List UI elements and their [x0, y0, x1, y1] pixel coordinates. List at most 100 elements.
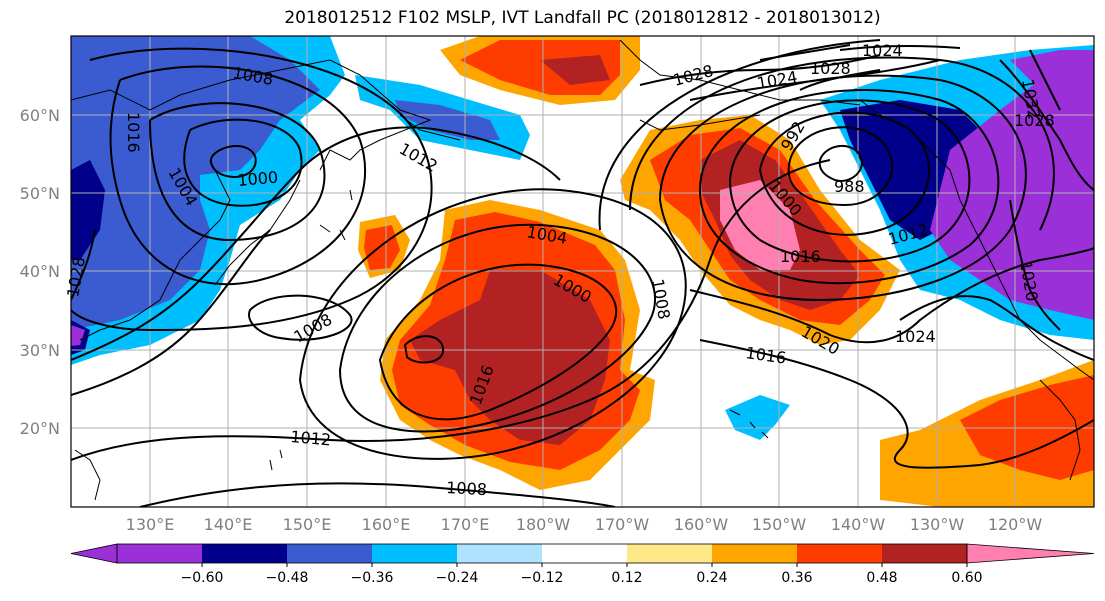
isobar-label: 1012	[290, 427, 332, 449]
isobar-1000-west	[183, 118, 303, 207]
isobar-ne-1020	[1009, 199, 1061, 331]
isobar-1024-ne	[759, 44, 881, 91]
ivt-pos-north-darkred	[540, 55, 610, 85]
isobar-1016-west	[71, 126, 561, 361]
isobar-label: 1028	[810, 59, 851, 78]
isobar-ne-1032	[1029, 49, 1061, 111]
lon-label: 130°E	[126, 515, 175, 534]
isobar-label: 1000	[237, 168, 279, 190]
lat-label: 40°N	[20, 262, 60, 281]
lat-label: 60°N	[20, 106, 60, 125]
lon-label: 150°E	[283, 515, 332, 534]
colorbar-extend-max	[966, 543, 1095, 564]
isobar-988	[818, 145, 863, 182]
colorbar-tick-label: −0.24	[436, 570, 479, 586]
isobar-1004-central	[338, 223, 656, 433]
isobar-1008-sw-loop	[248, 294, 353, 341]
lon-label: 160°E	[362, 515, 411, 534]
colorbar-tick-label: −0.48	[266, 570, 309, 586]
isobar-1028-north	[639, 54, 881, 86]
latitude-labels: 60°N 50°N 40°N 30°N 20°N	[20, 106, 60, 438]
isobar-1008-south	[139, 482, 616, 507]
isobar-1004-low-west	[209, 145, 257, 178]
colorbar-segment	[627, 544, 712, 563]
isobar-1008-central	[298, 188, 687, 460]
isobar-north-top	[839, 44, 961, 51]
map-border	[70, 35, 1095, 508]
isobar-1000-central	[378, 263, 617, 421]
colorbar-tick-label: −0.60	[181, 570, 224, 586]
ivt-pos-ne-pink	[720, 180, 800, 270]
ivt-neg-hawaii	[725, 395, 790, 440]
ivt-neg-east-purple	[930, 60, 1094, 320]
isobar-1020-west	[71, 229, 271, 396]
ivt-neg-mid-blue2	[395, 100, 500, 140]
isobar-1004-west	[149, 102, 326, 242]
isobar-1012-west	[71, 47, 433, 332]
isobar-1012-east	[629, 56, 1055, 231]
colorbar-tick-label: 0.60	[951, 570, 982, 586]
colorbar-tick-label: 0.36	[781, 570, 812, 586]
colorbar-segment	[712, 544, 797, 563]
ivt-neg-west-purple	[71, 325, 85, 346]
isobar-1004-east	[698, 89, 1000, 285]
lat-label: 20°N	[20, 419, 60, 438]
ivt-neg-east-purple-n	[1010, 50, 1094, 110]
isobar-label: 1016	[124, 112, 143, 153]
lon-label: 130°W	[910, 515, 965, 534]
colorbar-segment	[372, 544, 457, 563]
colorbar-segment	[287, 544, 372, 563]
lon-label: 120°W	[988, 515, 1043, 534]
isobar-ne-1028	[999, 59, 1094, 191]
lat-label: 50°N	[20, 184, 60, 203]
colorbar-segment	[542, 544, 627, 563]
colorbar-tick-label: −0.36	[351, 570, 394, 586]
isobar-1020-e	[689, 247, 1094, 344]
ivt-neg-west-navy	[71, 160, 105, 260]
longitude-labels: 130°E 140°E 150°E 160°E 170°E 180°W 170°…	[126, 515, 1043, 534]
isobar-996	[758, 111, 931, 236]
isobar-low-center-loop	[403, 335, 445, 364]
gridlines	[71, 36, 1094, 507]
colorbar-segment	[882, 544, 967, 563]
isobar-label: 1016	[780, 247, 821, 266]
colorbar-segment	[202, 544, 287, 563]
lon-label: 150°W	[752, 515, 807, 534]
isobar-label: 1008	[446, 478, 488, 499]
lon-label: 170°E	[441, 515, 490, 534]
isobar-1028-west	[71, 229, 96, 301]
isobar-label: 1024	[862, 41, 903, 60]
map-title: 2018012512 F102 MSLP, IVT Landfall PC (2…	[284, 8, 881, 28]
colorbar-tick-label: 0.48	[866, 570, 897, 586]
lon-label: 180°W	[516, 515, 571, 534]
colorbar-segment	[457, 544, 542, 563]
ivt-neg-west-blue	[71, 36, 320, 330]
isobar-1024-e	[899, 295, 1094, 361]
isobar-1016-se	[699, 339, 1094, 469]
ivt-pos-central-darkred	[410, 270, 610, 445]
lon-label: 160°W	[674, 515, 729, 534]
isobar-label: 988	[834, 177, 865, 196]
lon-label: 140°E	[204, 515, 253, 534]
isobar-1012-south	[71, 159, 831, 461]
colorbar: −0.60 −0.48 −0.36 −0.24 −0.12 0.12 0.24 0.36 0.4…	[70, 543, 1095, 586]
lon-label: 140°W	[831, 515, 886, 534]
isobar-lines	[71, 39, 1094, 507]
isobar-label: 1028	[1014, 111, 1055, 130]
isobar-1008-west	[109, 65, 366, 286]
isobar-1008-east	[658, 74, 1027, 302]
lat-label: 30°N	[20, 341, 60, 360]
colorbar-segment	[117, 544, 202, 563]
colorbar-segment	[797, 544, 882, 563]
isobar-1016-east	[598, 39, 881, 231]
isobar-992	[787, 126, 894, 207]
ivt-pos-small-red	[364, 225, 400, 270]
colorbar-tick-label: −0.12	[521, 570, 564, 586]
colorbar-extend-min	[70, 543, 118, 564]
isobar-label: 1024	[895, 327, 936, 346]
isobar-1000-east	[728, 99, 971, 263]
isobar-1024-north	[689, 59, 941, 101]
lon-label: 170°W	[595, 515, 650, 534]
colorbar-tick-label: 0.12	[611, 570, 642, 586]
